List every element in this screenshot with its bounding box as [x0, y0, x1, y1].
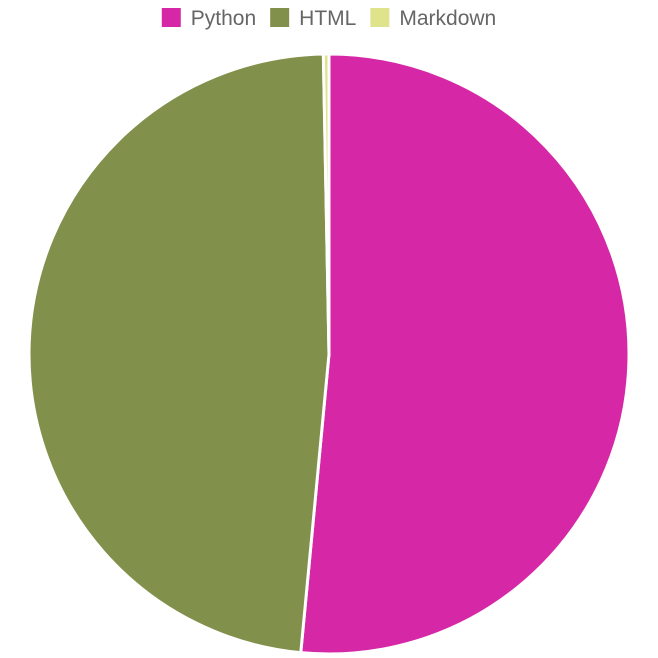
legend: Python HTML Markdown — [161, 7, 496, 30]
legend-item-html[interactable]: HTML — [270, 7, 356, 30]
pie-slices — [27, 52, 631, 656]
pie-slice-markdown[interactable] — [321, 52, 331, 356]
pie-slice-html[interactable] — [27, 52, 331, 655]
legend-swatch — [270, 8, 290, 27]
legend-label: Markdown — [399, 7, 496, 30]
legend-item-markdown[interactable]: Markdown — [370, 7, 496, 30]
legend-label: Python — [191, 7, 256, 30]
legend-label: HTML — [299, 7, 356, 30]
legend-swatch — [161, 8, 181, 27]
pie-slice-python[interactable] — [299, 52, 631, 656]
legend-item-python[interactable]: Python — [161, 7, 256, 30]
legend-swatch — [370, 8, 390, 27]
